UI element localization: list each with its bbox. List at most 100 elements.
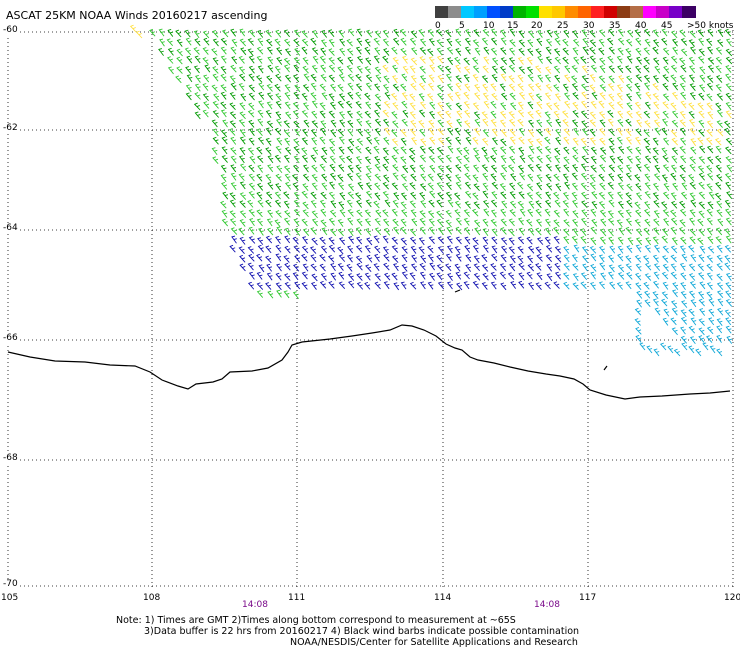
wind-barb <box>681 182 688 191</box>
wind-barb <box>481 282 488 290</box>
legend-label: 25 <box>557 21 569 31</box>
wind-barb <box>563 236 570 245</box>
wind-barb <box>526 236 533 245</box>
wind-barb <box>697 55 705 64</box>
wind-barb <box>329 181 335 190</box>
wind-barb <box>319 83 326 92</box>
wind-barb <box>455 253 462 262</box>
wind-barb <box>708 317 715 326</box>
wind-barb <box>572 30 579 39</box>
wind-barb <box>135 30 143 39</box>
wind-barb <box>204 64 211 73</box>
wind-barb <box>707 28 714 37</box>
wind-barb <box>400 218 407 227</box>
wind-barb <box>509 209 516 217</box>
wind-barb <box>482 236 489 245</box>
wind-barb <box>671 289 678 298</box>
wind-barb <box>670 74 677 83</box>
wind-barb <box>536 182 543 191</box>
wind-barb <box>697 218 704 227</box>
wind-barb <box>562 47 569 56</box>
wind-barb <box>239 147 246 156</box>
wind-barb <box>635 192 642 201</box>
wind-barb <box>436 55 444 64</box>
wind-barb <box>274 219 281 228</box>
wind-barb <box>238 227 245 236</box>
wind-barb <box>373 109 380 118</box>
wind-barb <box>535 83 542 91</box>
wind-barb <box>257 65 264 74</box>
wind-barb <box>580 272 588 281</box>
wind-barb <box>661 271 669 280</box>
wind-barb <box>392 83 400 92</box>
wind-barb <box>338 73 345 82</box>
wind-barb <box>661 228 669 236</box>
wind-barb <box>211 48 218 56</box>
wind-barb <box>572 164 578 173</box>
wind-barb <box>373 263 380 271</box>
wind-barb <box>337 100 344 109</box>
wind-barb <box>391 93 398 101</box>
wind-barb <box>455 156 462 164</box>
wind-barb <box>374 47 381 56</box>
wind-barb <box>706 263 713 272</box>
wind-barb <box>284 38 291 47</box>
wind-barb <box>384 127 391 136</box>
wind-barb <box>193 102 201 111</box>
wind-barb <box>364 218 371 227</box>
wind-barb <box>383 262 390 271</box>
wind-barb <box>319 136 326 145</box>
wind-barb <box>725 83 732 91</box>
wind-barb <box>364 272 371 281</box>
wind-barb <box>607 210 614 219</box>
legend-swatch <box>448 6 462 18</box>
wind-barb <box>321 227 328 236</box>
wind-barb <box>429 64 436 73</box>
wind-barb <box>563 164 570 173</box>
wind-barb <box>536 272 543 281</box>
wind-barb <box>454 263 461 272</box>
wind-barb <box>724 255 731 263</box>
wind-barb <box>248 271 255 280</box>
wind-barb <box>320 191 327 200</box>
wind-barb <box>258 82 265 91</box>
wind-barb <box>724 28 732 37</box>
wind-barb <box>607 191 614 200</box>
wind-barb <box>419 38 426 47</box>
wind-barb <box>437 246 444 254</box>
wind-barb <box>400 201 407 210</box>
wind-barb <box>535 263 542 271</box>
legend-swatch <box>552 6 566 18</box>
wind-barb <box>320 74 327 82</box>
wind-barb <box>599 209 606 218</box>
wind-barb <box>635 244 642 253</box>
wind-barb <box>228 128 236 136</box>
wind-barb <box>698 228 705 237</box>
wind-barb <box>474 84 481 92</box>
wind-barb <box>474 92 481 100</box>
wind-barb <box>491 245 498 254</box>
wind-barb <box>598 47 605 56</box>
wind-barb <box>356 218 363 227</box>
wind-barb <box>365 57 372 66</box>
wind-barb <box>706 183 713 192</box>
wind-barb <box>229 75 236 84</box>
wind-barb <box>149 28 156 37</box>
wind-barb <box>679 263 686 271</box>
wind-barb <box>617 47 624 56</box>
wind-barb <box>428 38 435 46</box>
wind-barb <box>464 172 471 181</box>
wind-barb <box>319 280 327 289</box>
wind-barb <box>445 173 452 182</box>
wind-barb <box>292 164 300 173</box>
wind-barb <box>474 47 481 56</box>
wind-barb <box>355 172 362 181</box>
wind-barb <box>230 227 238 235</box>
wind-barb <box>562 228 570 236</box>
wind-barb <box>625 209 632 218</box>
wind-barb <box>391 208 398 217</box>
wind-barb <box>355 164 362 173</box>
wind-barb <box>239 263 246 272</box>
wind-barb <box>276 289 282 298</box>
